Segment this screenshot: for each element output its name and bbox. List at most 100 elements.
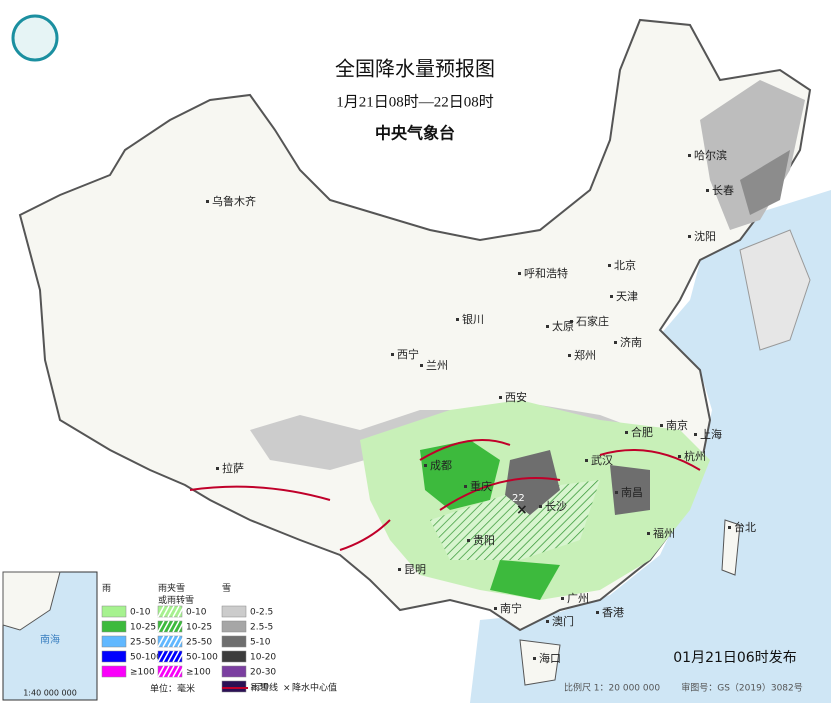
city-label: 重庆 [470, 479, 492, 493]
legend-swatch [221, 635, 247, 648]
city-label: 长沙 [545, 500, 567, 513]
legend-hatch [162, 620, 170, 633]
city-dot [678, 455, 681, 458]
logo [11, 14, 59, 62]
rain-sichuan [420, 440, 500, 510]
city-label: 哈尔滨 [694, 148, 727, 162]
city-label: 昆明 [404, 563, 426, 576]
city-dot [420, 364, 423, 367]
legend-hatch [162, 650, 170, 663]
legend-hatch [177, 635, 185, 648]
legend-item: ≥30 [250, 683, 269, 693]
legend-swatch [157, 665, 183, 678]
legend-hatch [162, 665, 170, 678]
legend-hatch [157, 665, 165, 678]
legend-hatch [157, 635, 165, 648]
city-label: 呼和浩特 [524, 266, 568, 280]
legend-item: 0-10 [130, 608, 151, 618]
city-label: 合肥 [631, 425, 653, 439]
legend-heading: 雪 [222, 583, 231, 594]
city-label: 沈阳 [694, 229, 716, 243]
city-label: 香港 [602, 606, 624, 619]
city-dot [660, 424, 663, 427]
sleet-guizhou [430, 480, 600, 560]
legend-swatch [221, 605, 247, 618]
city-dot [561, 597, 564, 600]
legend-swatch [221, 620, 247, 633]
city-label: 福州 [653, 526, 675, 540]
city-dot [494, 607, 497, 610]
legend-swatch [157, 620, 183, 633]
city-label: 贵阳 [473, 534, 495, 547]
legend-center-label: 降水中心值 [292, 682, 337, 694]
city-label: 澳门 [552, 614, 574, 628]
legend-hatch [172, 650, 180, 663]
city-dot [615, 491, 618, 494]
city-label: 太原 [552, 320, 574, 333]
city-label: 郑州 [574, 348, 596, 362]
legend-hatch [172, 620, 180, 633]
city-dot [706, 189, 709, 192]
city-label: 南昌 [621, 486, 643, 499]
legend-item: 50-100 [130, 653, 162, 663]
city-dot [456, 318, 459, 321]
korea [739, 229, 811, 351]
center-mark: × [516, 502, 528, 518]
city-dot [499, 396, 502, 399]
legend-item: 0-2.5 [250, 608, 273, 618]
hainan [519, 639, 561, 686]
city-dot [391, 353, 394, 356]
legend-item: ≥100 [130, 668, 155, 678]
city-dot [518, 272, 521, 275]
city-dot [568, 354, 571, 357]
legend-swatch [157, 605, 183, 618]
legend-item: ≥100 [186, 668, 211, 678]
city-label: 南宁 [500, 601, 522, 615]
city-dot [596, 611, 599, 614]
snow-jiangxi [610, 465, 650, 515]
city-label: 长春 [712, 184, 734, 197]
legend-swatch [101, 605, 127, 618]
legend-item: 10-25 [130, 623, 156, 633]
city-dot [614, 341, 617, 344]
legend-item: 25-50 [130, 638, 156, 648]
legend-heading: 雨夹雪或雨转雪 [158, 582, 194, 606]
center-value: 22 [512, 493, 525, 504]
legend-item: 10-20 [250, 653, 276, 663]
legend-hatch [177, 620, 185, 633]
legend-unit: 单位：毫米 [150, 683, 195, 695]
city-dot [533, 657, 536, 660]
legend-item: 0-10 [186, 608, 207, 618]
legend-swatch [101, 635, 127, 648]
inset: 南海 1:40 000 000 [2, 571, 98, 701]
city-dot [694, 433, 697, 436]
legend-hatch [172, 605, 180, 618]
legend-swatch [101, 650, 127, 663]
legend-hatch [157, 650, 165, 663]
legend-swatch [157, 650, 183, 663]
city-dot [647, 532, 650, 535]
inset-scale: 1:40 000 000 [23, 689, 77, 698]
snow-hubei [505, 450, 560, 515]
legend-hatch [167, 605, 175, 618]
legend-swatch [101, 620, 127, 633]
city-label: 上海 [700, 427, 722, 441]
city-dot [625, 431, 628, 434]
legend-center-symbol: × [283, 684, 291, 694]
legend-swatch [221, 680, 247, 693]
inset-label: 南海 [40, 633, 60, 646]
legend-item: 2.5-5 [250, 623, 273, 633]
legend-line-label: 雨雪线 [251, 682, 278, 694]
city-dot [206, 200, 209, 203]
legend-hatch [177, 605, 185, 618]
title: 全国降水量预报图 [335, 57, 495, 81]
footer-approval: 审图号：GS（2019）3082号 [681, 682, 803, 694]
city-label: 成都 [430, 459, 452, 472]
sea [470, 190, 831, 703]
city-dot [539, 505, 542, 508]
city-label: 济南 [620, 335, 642, 349]
city-dot [570, 320, 573, 323]
legend-hatch [172, 635, 180, 648]
